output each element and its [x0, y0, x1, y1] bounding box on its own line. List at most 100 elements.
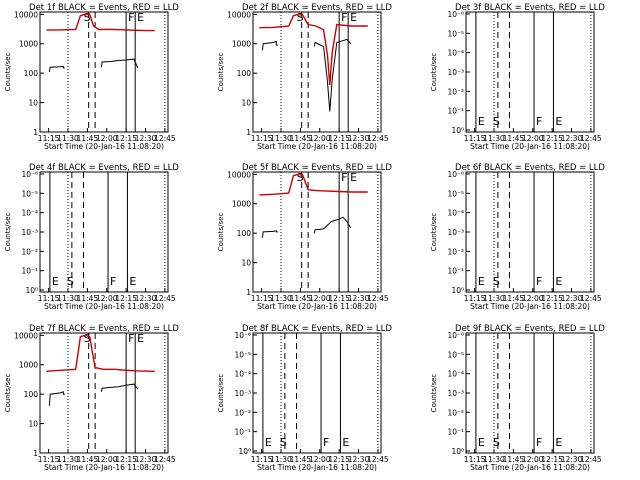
x-tick-label: 11:15: [464, 134, 486, 143]
plot-frame: [252, 11, 382, 133]
marker-label: E: [555, 115, 562, 128]
y-tick-label: 10⁻²: [234, 408, 251, 417]
x-tick-label: 12:15: [541, 294, 563, 303]
y-tick-label: 10⁻²: [21, 247, 38, 256]
x-tick-label: 12:45: [367, 294, 389, 303]
y-axis-label: Counts/sec: [4, 53, 12, 92]
x-tick-label: 11:15: [464, 294, 486, 303]
x-tick-label: 11:45: [290, 455, 312, 464]
y-tick-label: 10⁻²: [447, 87, 464, 96]
marker-label: E: [350, 171, 357, 184]
y-axis-label: Counts/sec: [217, 213, 225, 252]
y-tick-label: 10⁻⁶: [447, 10, 464, 19]
y-tick-label: 10⁻²: [447, 408, 464, 417]
plot-frame: [465, 171, 595, 293]
marker-label: E: [555, 436, 562, 449]
panel-title: Det 1f BLACK = Events, RED = LLD: [29, 3, 179, 13]
marker-label: E: [137, 11, 144, 24]
y-tick-label: 10⁻⁴: [21, 209, 38, 218]
panel-title: Det 2f BLACK = Events, RED = LLD: [242, 3, 392, 13]
x-axis-label: Start Time (20-Jan-16 11:08:20): [257, 302, 377, 311]
y-axis-label: Counts/sec: [430, 213, 438, 252]
plot-frame: [465, 332, 595, 454]
x-tick-label: 12:30: [135, 294, 157, 303]
marker-label: S: [297, 11, 304, 24]
marker-label: E: [478, 436, 485, 449]
series-line-red: [46, 334, 155, 372]
y-tick-label: 10⁻¹: [447, 267, 464, 276]
marker-label: E: [478, 115, 485, 128]
x-tick-label: 12:30: [561, 134, 583, 143]
x-tick-label: 11:15: [38, 455, 60, 464]
x-axis-label: Start Time (20-Jan-16 11:08:20): [470, 302, 590, 311]
marker-label: F: [323, 436, 329, 449]
marker-label: E: [129, 275, 136, 288]
y-tick-label: 1000: [232, 200, 251, 209]
series-line-black: [261, 40, 278, 51]
x-tick-label: 12:00: [309, 294, 331, 303]
marker-label: S: [67, 275, 74, 288]
y-tick-label: 10⁻⁵: [447, 350, 464, 359]
y-tick-label: 10: [28, 99, 38, 108]
x-tick-label: 12:00: [522, 455, 544, 464]
series-line-red: [259, 173, 368, 196]
x-axis-label: Start Time (20-Jan-16 11:08:20): [470, 142, 590, 151]
marker-label: E: [555, 275, 562, 288]
x-tick-label: 11:30: [483, 294, 505, 303]
y-tick-label: 10⁻⁵: [447, 189, 464, 198]
series-group: [259, 13, 368, 112]
plot-frame: [39, 171, 169, 293]
panel-title: Det 7f BLACK = Events, RED = LLD: [29, 324, 179, 334]
marker-label: S: [84, 332, 91, 345]
y-tick-label: 100: [24, 390, 39, 399]
y-tick-label: 10⁻⁶: [447, 331, 464, 340]
marker-label: S: [493, 436, 500, 449]
y-tick-label: 10⁻⁵: [447, 29, 464, 38]
x-tick-label: 11:30: [483, 134, 505, 143]
y-tick-label: 10⁻⁶: [234, 331, 251, 340]
x-tick-label: 11:45: [77, 134, 99, 143]
marker-label: E: [265, 436, 272, 449]
panel-3: Det 3f BLACK = Events, RED = LLD 10⁰ 10⁻¹ 1…: [430, 3, 605, 151]
series-group: [46, 334, 155, 406]
y-tick-label: 10: [28, 420, 38, 429]
y-tick-label: 10000: [14, 10, 38, 19]
y-tick-label: 10⁻⁵: [21, 189, 38, 198]
marker-label: F: [128, 332, 134, 345]
series-line-black: [48, 65, 65, 72]
series-line-black: [313, 38, 352, 112]
marker-label: F: [536, 436, 542, 449]
y-tick-label: 10⁻³: [21, 228, 38, 237]
y-tick-label: 1000: [19, 40, 38, 49]
plot-frame: [252, 332, 382, 454]
marker-label: F: [341, 171, 347, 184]
y-tick-label: 1: [246, 288, 251, 297]
y-tick-label: 10⁻⁴: [447, 209, 464, 218]
x-axis-label: Start Time (20-Jan-16 11:08:20): [257, 142, 377, 151]
marker-label: F: [110, 275, 116, 288]
x-tick-label: 11:15: [251, 455, 273, 464]
panel-1: Det 1f BLACK = Events, RED = LLD 1 10 100 10…: [4, 3, 179, 151]
y-tick-label: 10⁻³: [447, 228, 464, 237]
x-tick-label: 12:15: [541, 455, 563, 464]
y-tick-label: 100: [237, 229, 252, 238]
panel-title: Det 9f BLACK = Events, RED = LLD: [455, 324, 605, 334]
x-tick-label: 12:30: [135, 455, 157, 464]
x-tick-label: 11:30: [57, 134, 79, 143]
y-tick-label: 1: [246, 128, 251, 137]
x-tick-label: 12:30: [348, 294, 370, 303]
x-axis-label: Start Time (20-Jan-16 11:08:20): [44, 302, 164, 311]
x-tick-label: 11:45: [77, 294, 99, 303]
x-tick-label: 12:45: [580, 294, 602, 303]
x-tick-label: 12:00: [96, 455, 118, 464]
y-tick-label: 10: [241, 259, 251, 268]
x-tick-label: 11:30: [270, 134, 292, 143]
plot-frame: [465, 11, 595, 133]
plot-frame: [252, 171, 382, 293]
x-tick-label: 11:30: [483, 455, 505, 464]
x-tick-label: 11:45: [77, 455, 99, 464]
y-tick-label: 10⁻¹: [447, 428, 464, 437]
panel-6: Det 6f BLACK = Events, RED = LLD 10⁰ 10⁻¹ 1…: [430, 163, 605, 311]
x-tick-label: 11:15: [38, 294, 60, 303]
